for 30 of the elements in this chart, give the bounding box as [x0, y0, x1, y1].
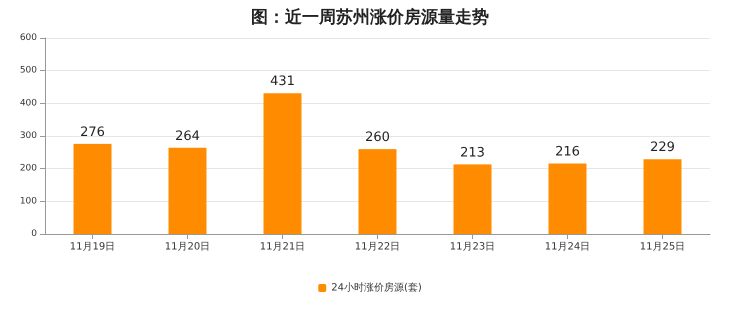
bar [358, 149, 396, 234]
x-tick-label: 11月24日 [544, 242, 590, 252]
x-tick-label: 11月22日 [354, 242, 400, 252]
y-tick-label: 200 [20, 164, 38, 174]
data-label: 213 [460, 145, 485, 160]
data-label: 276 [80, 124, 105, 140]
x-tick-label: 11月23日 [450, 242, 496, 252]
y-tick-label: 600 [20, 33, 38, 43]
data-label: 260 [365, 130, 390, 146]
x-tick-label: 11月25日 [640, 242, 686, 252]
bar [454, 164, 492, 234]
legend-label: 24小时涨价房源(套) [331, 282, 422, 294]
bar [264, 93, 302, 234]
y-tick-label: 300 [20, 131, 38, 141]
x-tick-label: 11月20日 [164, 242, 210, 252]
bar [644, 159, 682, 234]
x-tick-label: 11月21日 [260, 242, 306, 252]
x-tick-label: 11月19日 [70, 242, 116, 252]
bar [548, 163, 586, 234]
y-tick-label: 100 [20, 196, 38, 206]
bar [74, 144, 112, 234]
bar [168, 148, 206, 234]
chart-title: 图：近一周苏州涨价房源量走势 [251, 8, 489, 28]
data-label: 229 [650, 140, 675, 156]
y-tick-label: 500 [20, 66, 38, 76]
data-label: 431 [270, 74, 295, 90]
data-label: 216 [555, 144, 580, 160]
data-label: 264 [175, 128, 200, 144]
y-tick-label: 0 [31, 229, 38, 239]
y-tick-label: 400 [20, 98, 38, 108]
